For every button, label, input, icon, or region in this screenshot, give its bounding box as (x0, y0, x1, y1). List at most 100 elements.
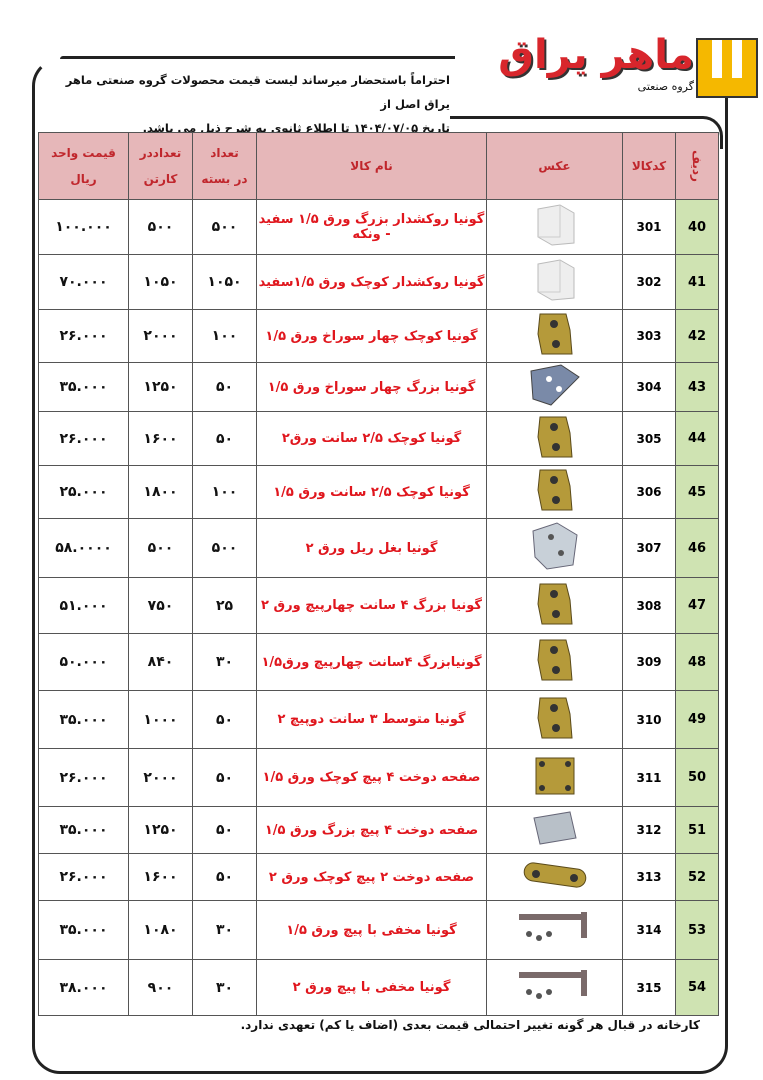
logo-subtitle: گروه صنعتی (637, 80, 694, 93)
product-code: 303 (622, 309, 676, 363)
product-name: صفحه دوخت ۲ پیچ کوچک ورق ۲ (256, 853, 487, 901)
header-per-pack: تعداد در بسته (192, 132, 257, 200)
table-row: 48 309 گونیابزرگ ۴سانت چهارپیچ ورق۱/۵ ۳۰ ۸۴۰… (38, 633, 719, 691)
product-image (486, 633, 623, 691)
unit-price: ۷۰.۰۰۰ (38, 254, 129, 310)
table-row: 40 301 گونیا روکشدار بزرگ ورق ۱/۵ سفید - و… (38, 199, 719, 255)
per-carton: ۱۰۰۰ (128, 690, 193, 749)
product-image (486, 959, 623, 1016)
per-carton: ۲۰۰۰ (128, 309, 193, 363)
per-pack: ۵۰ (192, 853, 257, 901)
intro-line-2: تاریخ ۱۴۰۴/۰۷/۰۵ تا اطلاع ثانوی به شرح ذ… (142, 121, 450, 135)
table-row: 49 310 گونیا متوسط ۳ سانت دوپیچ ۲ ۵۰ ۱۰۰۰ ۳۵.… (38, 690, 719, 749)
logo-name: ماهر یراق (498, 32, 694, 78)
product-image-gold-strip (520, 858, 590, 896)
product-code: 307 (622, 518, 676, 578)
unit-price: ۳۵.۰۰۰ (38, 900, 129, 960)
table-row: 45 306 گونیا کوچک ۲/۵ سانت ورق ۱/۵ ۱۰۰ ۱۸۰۰ ۲… (38, 465, 719, 519)
product-image-white-plastic (530, 258, 580, 306)
per-carton: ۸۴۰ (128, 633, 193, 691)
product-image (486, 309, 623, 363)
table-row: 44 305 گونیا کوچک ۲/۵ سانت ورق۲ ۵۰ ۱۶۰۰ ۲۶.۰۰… (38, 411, 719, 466)
product-name: گونیا روکشدار بزرگ ورق ۱/۵ سفید - ونکه (256, 199, 487, 255)
row-number: 46 (675, 518, 719, 578)
frame-top-line (60, 56, 455, 59)
header-image: عکس (486, 132, 623, 200)
table-row: 51 312 صفحه دوخت ۴ پیچ بزرگ ورق ۱/۵ ۵۰ ۱۲۵۰ ۳… (38, 806, 719, 854)
product-name: گونیا کوچک ۲/۵ سانت ورق ۱/۵ (256, 465, 487, 519)
row-number: 53 (675, 900, 719, 960)
header-row-number: ردیف (675, 132, 719, 200)
product-name: گونیا متوسط ۳ سانت دوپیچ ۲ (256, 690, 487, 749)
product-image (486, 853, 623, 901)
per-carton: ۱۶۰۰ (128, 411, 193, 466)
unit-price: ۳۵.۰۰۰ (38, 362, 129, 412)
row-number: 42 (675, 309, 719, 363)
per-pack: ۵۰۰ (192, 518, 257, 578)
product-image (486, 411, 623, 466)
logo-mark-icon (696, 38, 758, 98)
product-code: 312 (622, 806, 676, 854)
product-image (486, 690, 623, 749)
product-image-gold-plate (530, 754, 580, 802)
per-carton: ۱۸۰۰ (128, 465, 193, 519)
per-pack: ۱۰۰ (192, 465, 257, 519)
product-image-dark-hinge (515, 908, 595, 952)
row-number: 49 (675, 690, 719, 749)
product-image-gold (532, 636, 578, 688)
unit-price: ۲۶.۰۰۰ (38, 748, 129, 807)
per-pack: ۲۵ (192, 577, 257, 634)
product-code: 313 (622, 853, 676, 901)
row-number: 41 (675, 254, 719, 310)
product-image-gold (532, 310, 578, 362)
product-name: گونیا کوچک ۲/۵ سانت ورق۲ (256, 411, 487, 466)
row-number: 45 (675, 465, 719, 519)
table-row: 50 311 صفحه دوخت ۴ پیچ کوچک ورق ۱/۵ ۵۰ ۲۰۰۰ ۲… (38, 748, 719, 807)
unit-price: ۲۶.۰۰۰ (38, 309, 129, 363)
per-carton: ۱۰۸۰ (128, 900, 193, 960)
per-pack: ۱۰۰ (192, 309, 257, 363)
row-number: 40 (675, 199, 719, 255)
product-name: صفحه دوخت ۴ پیچ کوچک ورق ۱/۵ (256, 748, 487, 807)
product-image (486, 199, 623, 255)
per-pack: ۵۰ (192, 411, 257, 466)
per-pack: ۳۰ (192, 959, 257, 1016)
price-table: ردیف کدکالا عکس نام کالا تعداد در بسته تع… (38, 132, 719, 1016)
table-row: 41 302 گونیا روکشدار کوچک ورق ۱/۵سفید ۱۰۵۰ ۱… (38, 254, 719, 310)
frame-top-right-line (450, 116, 723, 149)
unit-price: ۱۰۰.۰۰۰ (38, 199, 129, 255)
intro-text: احتراماً باستحضار میرساند لیست قیمت محصو… (50, 68, 450, 140)
per-carton: ۱۲۵۰ (128, 806, 193, 854)
unit-price: ۲۵.۰۰۰ (38, 465, 129, 519)
table-header-row: ردیف کدکالا عکس نام کالا تعداد در بسته تع… (38, 132, 719, 200)
per-carton: ۵۰۰ (128, 199, 193, 255)
per-pack: ۳۰ (192, 900, 257, 960)
product-code: 302 (622, 254, 676, 310)
product-code: 308 (622, 577, 676, 634)
per-pack: ۵۰ (192, 690, 257, 749)
unit-price: ۵۱.۰۰۰ (38, 577, 129, 634)
product-name: گونیا بزرگ چهار سوراخ ورق ۱/۵ (256, 362, 487, 412)
unit-price: ۲۶.۰۰۰ (38, 853, 129, 901)
product-image-white-plastic (530, 203, 580, 251)
product-image (486, 518, 623, 578)
product-code: 305 (622, 411, 676, 466)
per-pack: ۵۰ (192, 806, 257, 854)
table-row: 54 315 گونیا مخفی با پیچ ورق ۲ ۳۰ ۹۰۰ ۳۸.۰۰۰ (38, 959, 719, 1016)
row-number: 51 (675, 806, 719, 854)
per-carton: ۱۶۰۰ (128, 853, 193, 901)
table-row: 43 304 گونیا بزرگ چهار سوراخ ورق ۱/۵ ۵۰ ۱۲۵۰… (38, 362, 719, 412)
header-name: نام کالا (256, 132, 487, 200)
per-pack: ۵۰۰ (192, 199, 257, 255)
product-code: 315 (622, 959, 676, 1016)
header-code: کدکالا (622, 132, 676, 200)
product-image-gold (532, 466, 578, 518)
per-carton: ۱۰۵۰ (128, 254, 193, 310)
per-carton: ۹۰۰ (128, 959, 193, 1016)
product-image-silver-plate (530, 810, 580, 850)
table-row: 52 313 صفحه دوخت ۲ پیچ کوچک ورق ۲ ۵۰ ۱۶۰۰ ۲۶.… (38, 853, 719, 901)
product-image (486, 748, 623, 807)
product-code: 311 (622, 748, 676, 807)
product-image (486, 577, 623, 634)
product-name: گونیا مخفی با پیچ ورق ۲ (256, 959, 487, 1016)
